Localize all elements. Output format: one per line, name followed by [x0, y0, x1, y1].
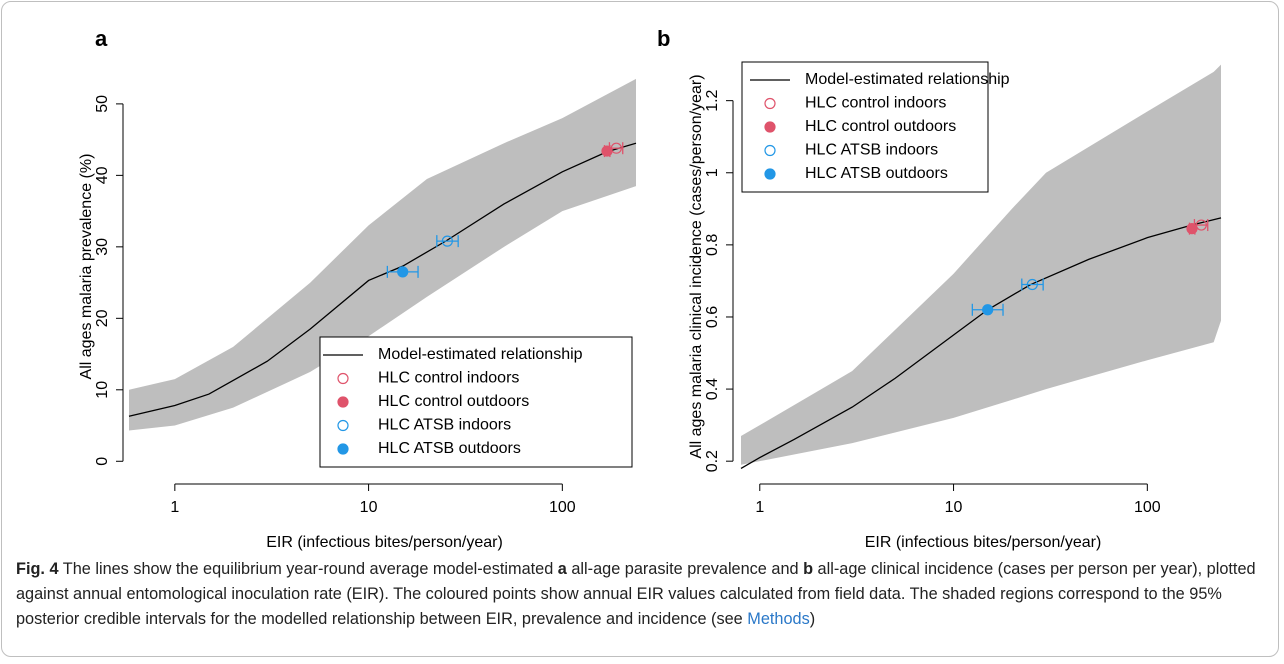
y-tick-label: 0.2 — [704, 450, 721, 472]
y-tick-label: 30 — [94, 238, 111, 256]
legend-marker — [764, 144, 776, 157]
methods-link[interactable]: Methods — [747, 610, 810, 628]
y-tick-label: 1 — [704, 168, 721, 177]
data-point — [1186, 223, 1198, 235]
y-axis-label: All ages malaria clinical incidence (cas… — [688, 74, 705, 458]
y-tick-label: 0.8 — [704, 234, 721, 256]
y-tick-label: 20 — [94, 309, 111, 327]
caption-panel: b — [803, 560, 814, 578]
legend-marker — [337, 443, 349, 455]
x-axis-label: EIR (infectious bites/person/year) — [865, 534, 1102, 551]
x-tick-label: 10 — [360, 499, 378, 516]
caption-text: all-age clinical incidence (cases per pe… — [16, 560, 1256, 628]
y-tick-label: 0.4 — [704, 378, 721, 400]
caption-text: The lines show the equilibrium year-roun… — [58, 560, 558, 578]
caption: Fig. 4 The lines show the equilibrium ye… — [16, 557, 1268, 632]
x-tick-label: 1 — [170, 499, 179, 516]
legend-marker — [764, 168, 776, 180]
data-point — [1026, 278, 1038, 291]
y-tick-label: 0.6 — [704, 306, 721, 328]
legend-box — [741, 61, 989, 193]
x-tick-label: 1 — [755, 499, 764, 516]
data-point — [397, 266, 409, 278]
legend-marker — [764, 97, 776, 110]
legend-label: HLC ATSB indoors — [805, 142, 938, 159]
legend-label: HLC ATSB indoors — [378, 417, 511, 434]
data-point — [982, 304, 994, 316]
x-tick-label: 100 — [549, 499, 576, 516]
x-axis-label: EIR (infectious bites/person/year) — [266, 534, 503, 551]
panel-label: b — [657, 26, 670, 51]
legend-label: HLC control indoors — [805, 95, 946, 112]
caption-panel: a — [557, 560, 567, 578]
legend-marker — [337, 372, 349, 385]
caption-label: Fig. 4 — [16, 560, 59, 578]
y-tick-label: 0 — [94, 457, 111, 466]
y-axis-label: All ages malaria prevalence (%) — [78, 154, 95, 380]
y-tick-label: 50 — [94, 95, 111, 113]
legend-label: HLC control outdoors — [378, 393, 529, 410]
y-tick-label: 1.2 — [704, 89, 721, 111]
legend-label: HLC control indoors — [378, 370, 519, 387]
x-tick-label: 100 — [1134, 499, 1161, 516]
caption-text: ) — [809, 610, 816, 628]
legend-marker — [337, 396, 349, 408]
credible-band — [129, 78, 636, 431]
x-tick-label: 10 — [945, 499, 963, 516]
legend-box — [319, 336, 633, 468]
legend-marker — [337, 419, 349, 432]
legend-label: HLC ATSB outdoors — [378, 440, 521, 457]
data-point — [441, 235, 453, 247]
y-tick-label: 10 — [94, 381, 111, 399]
caption-text: all-age parasite prevalence and — [566, 560, 804, 578]
credible-band — [741, 64, 1221, 465]
y-tick-label: 40 — [94, 166, 111, 184]
legend-label: HLC control outdoors — [805, 118, 956, 135]
model-line — [128, 142, 637, 417]
panel-label: a — [95, 26, 108, 51]
legend-label: Model-estimated relationship — [805, 71, 1010, 88]
figure: 0 10 20 30 40 50 All ages malaria prevalence (… — [78, 26, 1222, 551]
data-point — [1195, 219, 1207, 231]
legend-marker — [764, 121, 776, 133]
legend-label: Model-estimated relationship — [378, 346, 583, 363]
legend-label: HLC ATSB outdoors — [805, 165, 948, 182]
data-point — [601, 145, 613, 157]
model-line — [740, 217, 1222, 469]
